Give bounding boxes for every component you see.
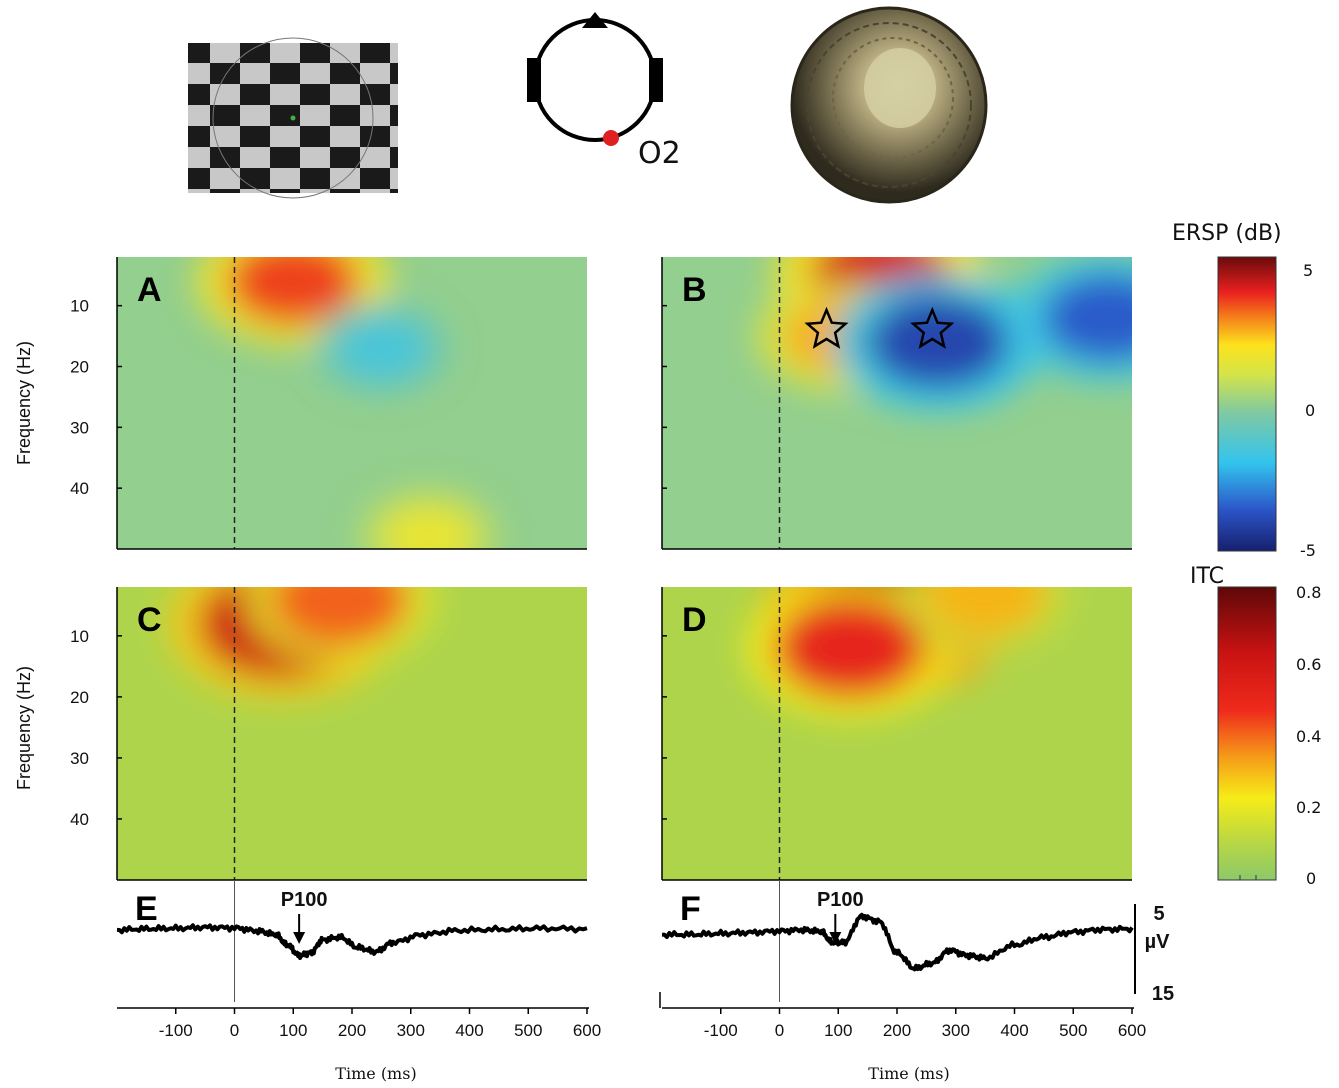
x-tick-label: 0	[230, 1021, 239, 1040]
y-tick-label: 20	[70, 688, 89, 707]
itc-panel-c: 10 20 30 40 C	[70, 587, 587, 881]
heatmap-blob-3	[383, 505, 474, 549]
p100-label: P100	[281, 889, 328, 911]
electrode-label: O2	[638, 136, 681, 171]
ersp-tick-mid: 0	[1305, 401, 1315, 420]
y-tick-label: 40	[70, 810, 89, 829]
erp-panel-f: P100 F -100 0 100 200 300 400 500 600 5 µV 15	[659, 880, 1174, 1040]
y-tick-label: 30	[70, 418, 89, 437]
y-tick-label: 10	[70, 297, 89, 316]
scale-top-label: 5	[1153, 903, 1164, 925]
y-axis-label-top: Frequency (Hz)	[14, 341, 34, 465]
electrode-o2-marker	[603, 130, 619, 146]
heatmap-blob-2	[336, 317, 427, 380]
erp-trace	[116, 923, 588, 960]
itc-colorbar: ITC 0.8 0.6 0.4 0.2 0	[1190, 564, 1321, 888]
p100-label: P100	[817, 889, 864, 911]
panel-letter-a: A	[137, 271, 162, 309]
ersp-tick-top: 5	[1303, 261, 1313, 280]
ersp-panel-b: B	[661, 257, 1132, 550]
scale-bottom-label: 15	[1152, 983, 1174, 1005]
right-ear-icon	[649, 58, 663, 102]
y-tick-label: 10	[70, 627, 89, 646]
erp-panel-e: P100 E -100 0 100 200 300 400 500 600	[116, 880, 601, 1040]
head-montage: O2	[527, 12, 681, 171]
checkerboard-stimulus	[188, 37, 398, 199]
ersp-panel-a: 10 20 30 40 A	[70, 257, 587, 550]
p100-arrowhead	[829, 932, 842, 944]
ersp-colorbar: ERSP (dB) 5 0 -5	[1172, 221, 1316, 560]
x-tick-label: 500	[1059, 1021, 1087, 1040]
heatmap-blob-4	[1043, 274, 1132, 361]
panel-letter-d: D	[682, 601, 707, 639]
x-tick-label: 200	[883, 1021, 911, 1040]
ersp-tick-bottom: -5	[1300, 541, 1316, 560]
significance-star-2	[910, 306, 955, 349]
heatmap-blob-1	[228, 257, 359, 325]
x-tick-label: 0	[775, 1021, 784, 1040]
x-tick-label: 300	[397, 1021, 425, 1040]
x-tick-label: 100	[279, 1021, 307, 1040]
x-tick-label: 100	[824, 1021, 852, 1040]
x-tick-label: -100	[704, 1021, 738, 1040]
itc-panel-d: D	[661, 587, 1132, 881]
panel-letter-b: B	[682, 271, 707, 309]
itc-tick-2: 0.4	[1296, 727, 1321, 746]
x-tick-label: 200	[338, 1021, 366, 1040]
x-tick-label: 400	[1000, 1021, 1028, 1040]
heatmap-blob-2	[272, 587, 409, 646]
p100-arrowhead	[293, 932, 306, 944]
heatmap-blob-3	[924, 587, 1047, 636]
x-axis-label-right: Time (ms)	[868, 1064, 949, 1083]
itc-colorbar-title: ITC	[1190, 564, 1224, 589]
tunnel-stimulus	[790, 6, 988, 204]
significance-star-1	[804, 306, 849, 349]
x-tick-label: 400	[455, 1021, 483, 1040]
heatmap-blob-2	[775, 598, 925, 699]
itc-tick-3: 0.2	[1296, 798, 1321, 817]
scale-unit-label: µV	[1145, 931, 1171, 953]
panel-letter-e: E	[135, 890, 158, 928]
itc-tick-1: 0.6	[1296, 655, 1321, 674]
ersp-colorbar-title: ERSP (dB)	[1172, 221, 1282, 246]
itc-tick-0: 0.8	[1296, 583, 1321, 602]
y-tick-label: 20	[70, 358, 89, 377]
x-tick-label: 600	[1118, 1021, 1146, 1040]
itc-tick-4: 0	[1306, 869, 1316, 888]
x-tick-label: 500	[514, 1021, 542, 1040]
left-ear-icon	[527, 58, 541, 102]
x-axis-label-left: Time (ms)	[335, 1064, 416, 1083]
y-tick-label: 30	[70, 749, 89, 768]
y-axis-label-bottom: Frequency (Hz)	[14, 666, 34, 790]
x-tick-label: 600	[573, 1021, 601, 1040]
y-tick-label: 40	[70, 479, 89, 498]
x-tick-label: -100	[159, 1021, 193, 1040]
erp-trace	[661, 912, 1134, 972]
panel-letter-c: C	[137, 601, 162, 639]
x-tick-label: 300	[942, 1021, 970, 1040]
panel-letter-f: F	[680, 890, 701, 928]
